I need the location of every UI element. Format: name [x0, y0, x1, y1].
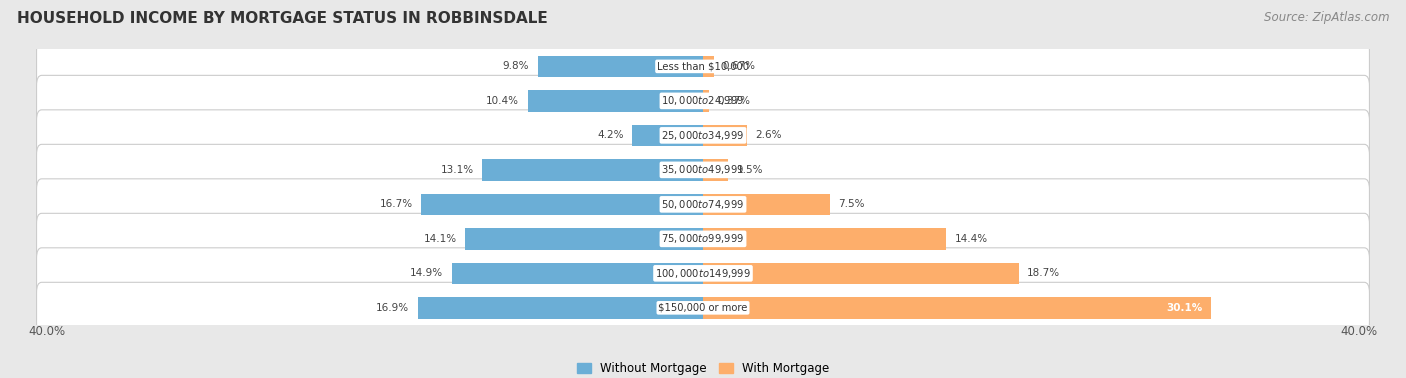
Text: $100,000 to $149,999: $100,000 to $149,999	[655, 267, 751, 280]
Text: 10.4%: 10.4%	[486, 96, 519, 106]
Text: $35,000 to $49,999: $35,000 to $49,999	[661, 163, 745, 177]
Text: $150,000 or more: $150,000 or more	[658, 303, 748, 313]
Text: $75,000 to $99,999: $75,000 to $99,999	[661, 232, 745, 245]
Bar	[527, 90, 703, 112]
Bar	[703, 194, 830, 215]
Bar	[422, 194, 703, 215]
FancyBboxPatch shape	[37, 41, 1369, 92]
Text: Source: ZipAtlas.com: Source: ZipAtlas.com	[1264, 11, 1389, 24]
Text: 16.7%: 16.7%	[380, 199, 413, 209]
FancyBboxPatch shape	[37, 110, 1369, 161]
FancyBboxPatch shape	[37, 144, 1369, 195]
Text: 40.0%: 40.0%	[28, 325, 65, 338]
FancyBboxPatch shape	[37, 75, 1369, 126]
Text: 2.6%: 2.6%	[755, 130, 782, 140]
Bar	[703, 56, 714, 77]
Bar	[482, 159, 703, 181]
Text: 30.1%: 30.1%	[1166, 303, 1202, 313]
Text: 9.8%: 9.8%	[503, 61, 529, 71]
Text: 18.7%: 18.7%	[1026, 268, 1060, 278]
Legend: Without Mortgage, With Mortgage: Without Mortgage, With Mortgage	[572, 358, 834, 378]
Bar	[633, 125, 703, 146]
Text: 0.37%: 0.37%	[717, 96, 751, 106]
Text: 16.9%: 16.9%	[377, 303, 409, 313]
Text: 7.5%: 7.5%	[838, 199, 865, 209]
Bar	[703, 159, 728, 181]
Text: 0.67%: 0.67%	[723, 61, 756, 71]
Text: HOUSEHOLD INCOME BY MORTGAGE STATUS IN ROBBINSDALE: HOUSEHOLD INCOME BY MORTGAGE STATUS IN R…	[17, 11, 547, 26]
FancyBboxPatch shape	[37, 179, 1369, 230]
Bar	[703, 263, 1018, 284]
Bar	[703, 297, 1211, 319]
Text: 4.2%: 4.2%	[598, 130, 624, 140]
Text: 14.9%: 14.9%	[411, 268, 443, 278]
Bar	[703, 125, 747, 146]
FancyBboxPatch shape	[37, 282, 1369, 333]
Text: Less than $10,000: Less than $10,000	[657, 61, 749, 71]
Text: 14.1%: 14.1%	[423, 234, 457, 244]
Text: $25,000 to $34,999: $25,000 to $34,999	[661, 129, 745, 142]
FancyBboxPatch shape	[37, 248, 1369, 299]
Text: 1.5%: 1.5%	[737, 165, 763, 175]
Text: 40.0%: 40.0%	[1341, 325, 1378, 338]
Bar	[465, 228, 703, 249]
Text: 13.1%: 13.1%	[440, 165, 474, 175]
Bar	[537, 56, 703, 77]
FancyBboxPatch shape	[37, 213, 1369, 264]
Text: $10,000 to $24,999: $10,000 to $24,999	[661, 94, 745, 107]
Text: 14.4%: 14.4%	[955, 234, 987, 244]
Bar	[418, 297, 703, 319]
Bar	[703, 90, 709, 112]
Bar	[703, 228, 946, 249]
Bar	[451, 263, 703, 284]
Text: $50,000 to $74,999: $50,000 to $74,999	[661, 198, 745, 211]
